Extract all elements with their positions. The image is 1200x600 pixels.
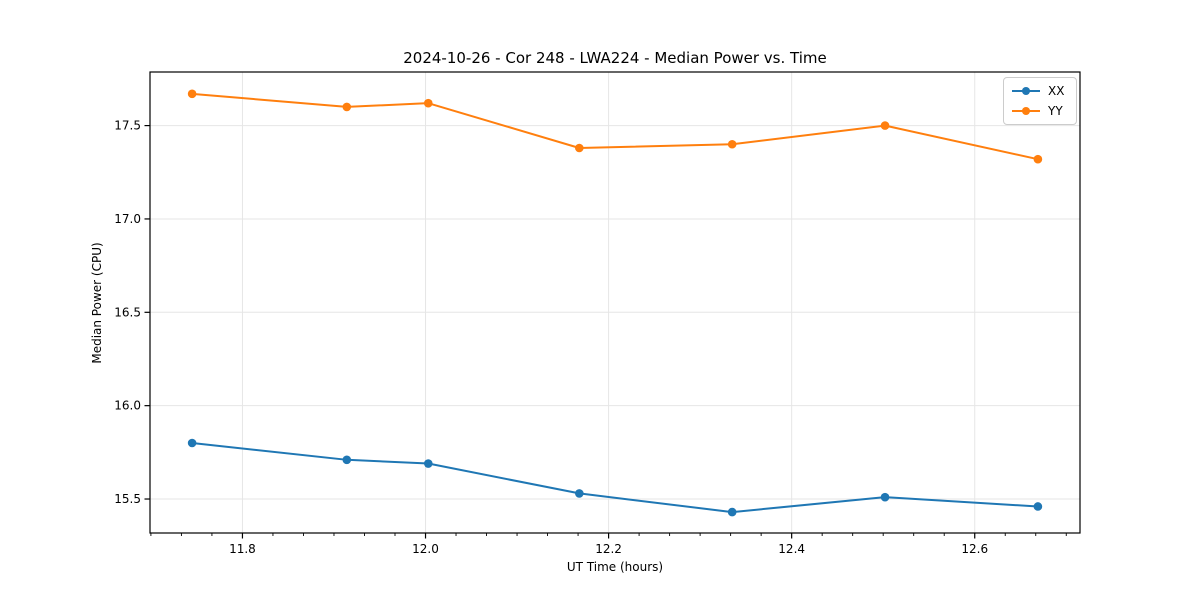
legend-dot-xx-icon (1022, 87, 1030, 95)
x-tick-label: 12.6 (961, 542, 988, 556)
legend-dot-yy-icon (1022, 107, 1030, 115)
x-axis-minor-ticks (150, 533, 1067, 536)
legend-label-yy: YY (1048, 104, 1063, 118)
data-point-xx (727, 507, 737, 517)
legend-item-xx: XX (1012, 83, 1068, 99)
x-axis-ticks: 11.8 12.0 12.2 12.4 12.6 (229, 533, 988, 556)
x-tick-label: 12.0 (412, 542, 439, 556)
data-point-xx (1033, 502, 1043, 511)
data-point-yy (575, 143, 584, 153)
y-tick-label: 17.0 (114, 212, 141, 226)
series-line-xx (191, 442, 1038, 514)
legend-label-xx: XX (1048, 84, 1065, 98)
series-xx (187, 438, 1043, 517)
y-tick-label: 15.5 (114, 492, 141, 506)
series-yy (187, 89, 1043, 164)
y-axis-ticks: 15.5 16.0 16.5 17.0 17.5 (114, 119, 150, 506)
gridlines (150, 72, 1080, 533)
series-line-yy (192, 92, 1039, 161)
data-point-xx (342, 455, 352, 465)
legend-swatch-xx-icon (1012, 87, 1040, 95)
data-point-yy (1033, 154, 1043, 164)
y-tick-label: 16.5 (114, 305, 141, 319)
plot-border (149, 71, 1081, 534)
x-axis-label: UT Time (hours) (566, 560, 664, 574)
y-tick-label: 17.5 (114, 119, 141, 133)
data-point-yy (187, 89, 197, 99)
data-point-xx (575, 489, 584, 498)
data-point-yy (727, 139, 737, 149)
x-tick-label: 11.8 (229, 542, 256, 556)
legend-swatch-yy-icon (1012, 107, 1040, 115)
x-tick-label: 12.2 (595, 542, 622, 556)
legend-item-yy: YY (1012, 103, 1068, 119)
data-point-yy (880, 121, 890, 130)
data-point-xx (880, 492, 890, 502)
chart-title: 2024-10-26 - Cor 248 - LWA224 - Median P… (403, 49, 827, 67)
data-point-xx (187, 438, 197, 448)
y-tick-label: 16.0 (114, 399, 141, 413)
data-point-xx (423, 459, 433, 468)
x-tick-label: 12.4 (778, 542, 805, 556)
data-point-yy (423, 98, 433, 108)
data-point-yy (342, 102, 352, 112)
legend: XX YY (1003, 77, 1077, 125)
